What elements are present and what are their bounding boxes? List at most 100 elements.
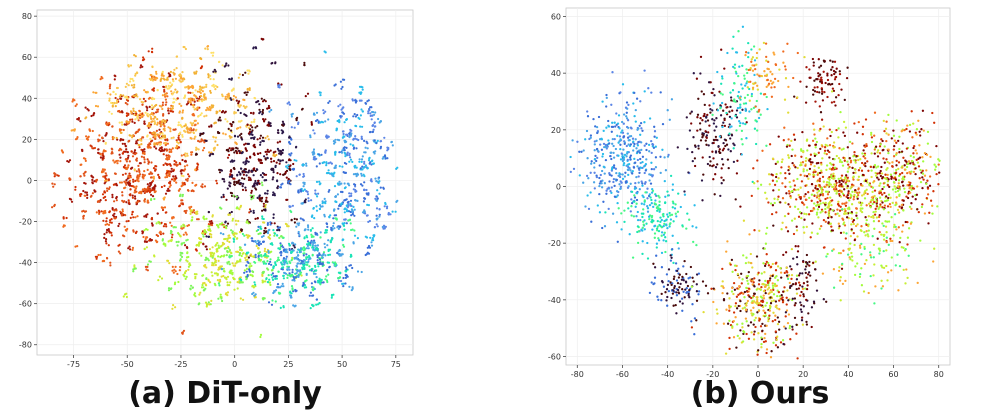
scatter-point	[214, 84, 217, 87]
scatter-point	[113, 212, 116, 215]
scatter-point	[244, 186, 247, 189]
scatter-point	[288, 272, 291, 275]
scatter-point	[102, 212, 105, 215]
scatter-point	[224, 293, 227, 296]
scatter-point	[303, 188, 306, 191]
scatter-point	[166, 171, 169, 174]
scatter-point	[316, 279, 320, 282]
scatter-point	[376, 139, 379, 142]
scatter-point	[373, 121, 376, 125]
scatter-point	[601, 152, 605, 156]
scatter-point	[680, 278, 684, 281]
scatter-point	[231, 88, 234, 92]
scatter-point	[191, 189, 194, 192]
scatter-point	[141, 59, 145, 62]
scatter-point	[115, 136, 118, 140]
scatter-point	[267, 274, 270, 277]
scatter-point	[170, 137, 173, 140]
scatter-point	[693, 204, 696, 207]
scatter-point	[112, 183, 115, 186]
scatter-point	[293, 217, 296, 220]
scatter-point	[176, 244, 179, 247]
scatter-point	[189, 91, 192, 94]
scatter-point	[181, 169, 184, 172]
scatter-point	[83, 181, 86, 185]
scatter-point	[285, 161, 288, 164]
scatter-point	[180, 154, 183, 157]
scatter-point	[338, 204, 341, 207]
scatter-point	[349, 199, 353, 202]
scatter-point	[199, 87, 202, 90]
scatter-point	[328, 253, 332, 256]
scatter-point	[596, 131, 599, 135]
scatter-point	[342, 276, 345, 280]
scatter-point	[693, 157, 697, 160]
scatter-point	[353, 113, 356, 116]
scatter-point	[346, 182, 349, 185]
scatter-point	[129, 216, 132, 219]
scatter-point	[259, 225, 262, 228]
scatter-point	[125, 229, 128, 232]
scatter-point	[189, 288, 192, 291]
scatter-point	[146, 106, 149, 109]
scatter-point	[734, 198, 737, 201]
scatter-point	[52, 185, 55, 188]
scatter-point	[656, 225, 659, 228]
scatter-point	[707, 131, 710, 134]
scatter-point	[232, 264, 235, 267]
scatter-point	[159, 120, 162, 123]
scatter-point	[222, 270, 226, 273]
scatter-point	[664, 195, 667, 198]
scatter-point	[358, 160, 361, 163]
scatter-point	[172, 169, 175, 173]
scatter-point	[190, 151, 193, 154]
scatter-point	[340, 108, 343, 111]
scatter-point	[375, 207, 379, 210]
scatter-point	[172, 304, 175, 307]
scatter-point	[204, 47, 207, 50]
scatter-point	[264, 206, 267, 209]
scatter-point	[592, 181, 596, 184]
scatter-point	[332, 222, 335, 225]
scatter-point	[586, 194, 589, 197]
scatter-point	[154, 116, 157, 119]
scatter-point	[244, 170, 248, 174]
scatter-point	[208, 154, 211, 157]
x-tick-label: 75	[391, 360, 401, 369]
scatter-point	[290, 113, 293, 116]
scatter-point	[343, 121, 346, 124]
scatter-point	[638, 171, 641, 175]
scatter-point	[85, 191, 88, 194]
scatter-point	[245, 278, 248, 281]
scatter-point	[370, 118, 373, 121]
scatter-point	[386, 146, 389, 149]
scatter-point	[586, 157, 589, 160]
scatter-point	[600, 182, 603, 185]
scatter-point	[174, 146, 177, 149]
scatter-point	[242, 161, 245, 164]
scatter-point	[195, 249, 198, 252]
scatter-point	[130, 167, 133, 170]
scatter-point	[196, 163, 200, 166]
scatter-point	[608, 180, 611, 183]
scatter-point	[376, 225, 379, 228]
scatter-point	[150, 104, 154, 107]
scatter-point	[295, 256, 298, 259]
scatter-point	[179, 265, 182, 269]
scatter-point	[222, 233, 225, 236]
scatter-point	[171, 107, 174, 110]
x-tick-label: -25	[174, 360, 187, 369]
scatter-point	[599, 143, 602, 146]
scatter-point	[619, 173, 622, 176]
scatter-point	[102, 175, 105, 178]
scatter-point	[274, 165, 277, 169]
scatter-point	[616, 194, 619, 197]
scatter-point	[84, 170, 87, 173]
scatter-point	[223, 238, 226, 241]
scatter-point	[89, 195, 92, 198]
scatter-point	[232, 240, 235, 243]
scatter-point	[295, 218, 298, 221]
scatter-point	[660, 231, 664, 234]
scatter-point	[182, 233, 185, 236]
scatter-point	[135, 93, 138, 96]
